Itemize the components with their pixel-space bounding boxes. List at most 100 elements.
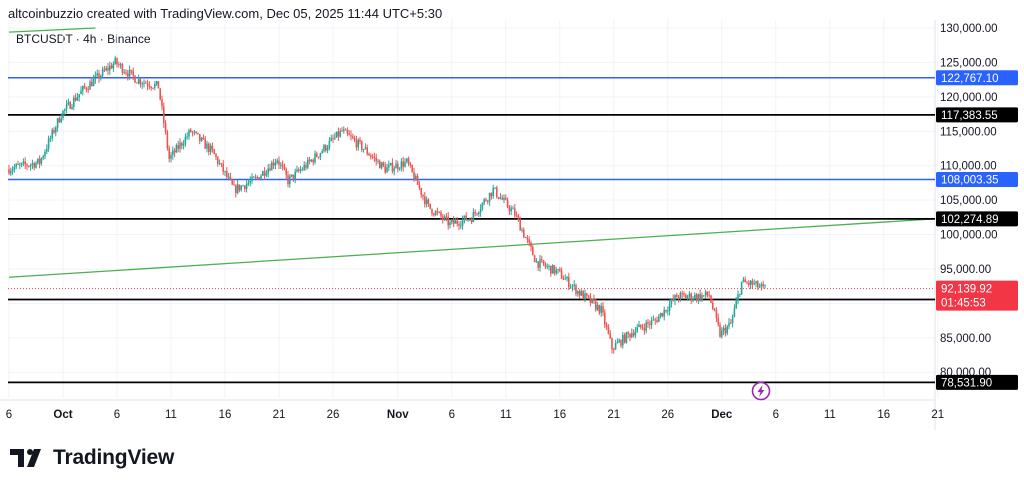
candle	[398, 167, 401, 171]
candle	[82, 85, 84, 96]
candle-body	[557, 269, 559, 270]
candle	[267, 163, 269, 178]
candle-body	[559, 269, 561, 271]
candle-body	[595, 301, 597, 310]
candle	[481, 202, 484, 211]
candle-body	[496, 187, 498, 198]
candle	[641, 323, 644, 331]
candle-body	[472, 212, 475, 223]
price-chart[interactable]: 130,000.00 125,000.00 120,000.00 115,000.00…	[0, 0, 1024, 440]
candle-body	[112, 63, 115, 69]
current-price-tag: 92,139.92 01:45:53	[936, 280, 1018, 311]
candle-body	[650, 320, 653, 325]
candle	[517, 213, 520, 222]
candle-body	[731, 316, 734, 324]
candle-body	[409, 164, 412, 166]
candle	[649, 320, 651, 330]
candle-body	[35, 162, 37, 168]
candle-body	[159, 88, 161, 100]
candle	[710, 294, 712, 304]
candle-body	[508, 206, 511, 212]
candle-body	[231, 179, 233, 185]
candle-body	[114, 58, 116, 64]
candle	[708, 290, 710, 298]
candle	[247, 179, 250, 186]
candle-body	[438, 212, 440, 213]
x-tick-label: 11	[500, 409, 512, 421]
candle-body	[74, 97, 77, 101]
candle-body	[55, 127, 57, 133]
candle	[584, 289, 586, 303]
candle	[89, 79, 91, 90]
candle	[127, 69, 129, 81]
candle-body	[49, 137, 52, 139]
level-price-tag-bg	[936, 70, 1018, 86]
candle	[170, 151, 172, 163]
candle	[139, 78, 142, 88]
candle	[249, 176, 251, 187]
candle-body	[170, 154, 172, 159]
y-tick-label: 120,000.00	[940, 92, 998, 104]
tradingview-wordmark: TradingView	[53, 446, 175, 469]
x-tick-label: 16	[877, 409, 890, 421]
candle-body	[190, 129, 192, 132]
level-price-tag-label: 122,767.10	[941, 73, 999, 85]
candle-body	[110, 65, 113, 69]
candle	[452, 216, 455, 228]
candle	[488, 192, 491, 206]
candle	[258, 176, 260, 181]
candle-body	[343, 129, 345, 131]
candle-body	[263, 171, 266, 176]
candle-body	[301, 169, 304, 171]
candle	[485, 197, 487, 202]
candle	[512, 205, 514, 210]
candle-body	[416, 176, 419, 185]
candle-body	[580, 291, 583, 296]
candle-body	[132, 70, 134, 76]
candle-body	[737, 294, 739, 301]
candle	[155, 80, 158, 86]
candle	[596, 301, 599, 311]
lightning-icon[interactable]	[751, 381, 771, 401]
candle-body	[123, 72, 125, 74]
candle-body	[530, 242, 532, 247]
candle	[544, 261, 547, 270]
candle	[402, 156, 404, 172]
candle-body	[136, 82, 138, 84]
candle	[141, 81, 143, 90]
candle	[721, 327, 723, 339]
candle-body	[749, 280, 752, 285]
candle-body	[67, 102, 70, 105]
candle-body	[411, 165, 413, 172]
candle	[296, 165, 298, 173]
candle-body	[137, 79, 140, 84]
candle-body	[607, 327, 610, 334]
candle	[436, 207, 439, 216]
candle-body	[658, 316, 660, 322]
candle-body	[641, 327, 644, 329]
x-tick-label: 11	[165, 409, 177, 421]
level-price-tag: 117,383.55	[936, 107, 1018, 123]
candle-body	[665, 309, 667, 312]
candle-body	[20, 163, 23, 165]
candle-body	[463, 215, 466, 220]
candle	[209, 143, 212, 155]
candle-body	[91, 81, 93, 87]
candle-body	[191, 131, 194, 133]
candle	[438, 211, 440, 214]
candle-body	[605, 324, 608, 328]
candle-body	[726, 326, 728, 334]
candle	[737, 290, 739, 305]
candle	[591, 298, 593, 304]
candle	[355, 135, 358, 151]
candle-body	[533, 255, 536, 263]
candle	[733, 304, 736, 318]
candle-body	[521, 229, 523, 231]
candle	[701, 292, 703, 302]
candle-body	[442, 216, 444, 220]
candle	[91, 77, 93, 87]
candle	[125, 69, 127, 76]
candle	[60, 113, 62, 124]
candle	[368, 152, 370, 156]
candle	[166, 129, 169, 151]
